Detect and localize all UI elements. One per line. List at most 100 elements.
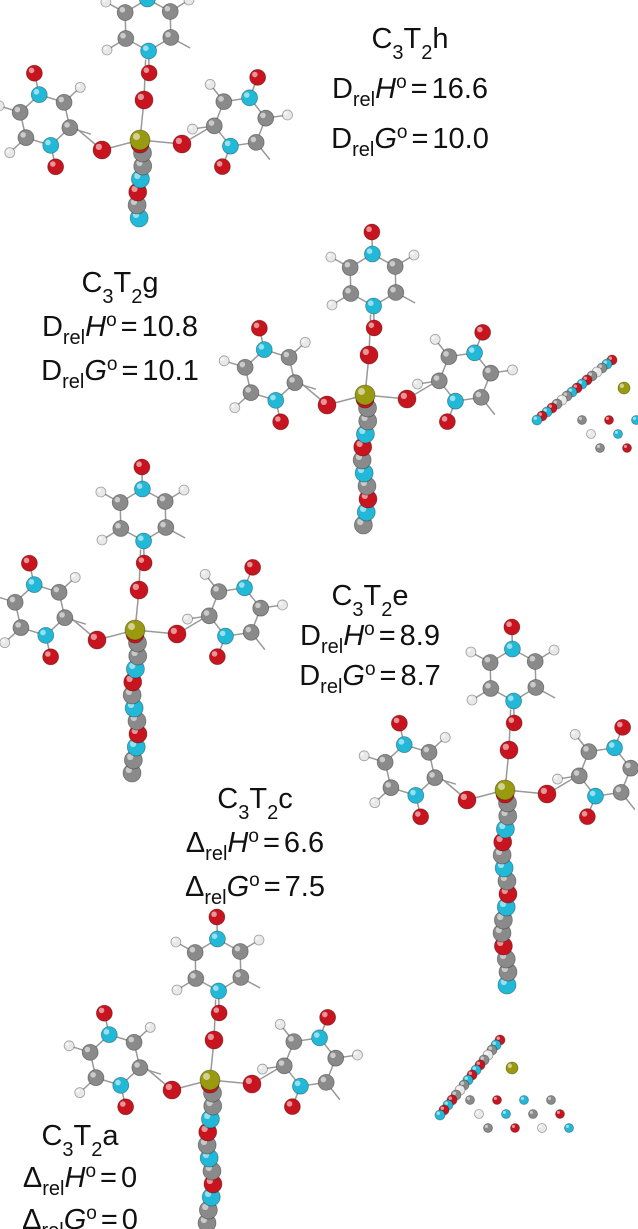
atom-highlight bbox=[29, 68, 35, 74]
atom-highlight bbox=[287, 1101, 293, 1107]
atom-highlight bbox=[530, 682, 536, 688]
atom bbox=[222, 138, 238, 154]
atom-highlight bbox=[212, 933, 218, 939]
atom bbox=[232, 943, 248, 959]
atom-highlight bbox=[453, 1092, 457, 1096]
atom bbox=[205, 79, 215, 89]
atom bbox=[179, 485, 189, 495]
atom bbox=[230, 403, 240, 413]
subscript: 3 bbox=[102, 286, 113, 308]
atom bbox=[18, 130, 34, 146]
atom bbox=[243, 1075, 261, 1093]
atom bbox=[206, 118, 222, 134]
atom-highlight bbox=[590, 791, 596, 797]
atom-highlight bbox=[401, 393, 407, 399]
atom-highlight bbox=[363, 349, 369, 355]
atom bbox=[88, 631, 106, 649]
symbol: Δ bbox=[186, 827, 205, 859]
atom-highlight bbox=[58, 97, 64, 103]
atom-highlight bbox=[467, 1097, 470, 1100]
atom bbox=[326, 252, 336, 262]
atom bbox=[364, 246, 380, 262]
atom bbox=[200, 569, 210, 579]
atom-highlight bbox=[423, 747, 429, 753]
atom bbox=[0, 638, 10, 648]
atom-highlight bbox=[203, 1073, 210, 1080]
atom-highlight bbox=[322, 1012, 328, 1018]
atom-highlight bbox=[473, 1067, 477, 1071]
atom-highlight bbox=[209, 120, 215, 126]
atom-highlight bbox=[302, 339, 306, 343]
atom-highlight bbox=[91, 634, 97, 640]
atom-highlight bbox=[625, 763, 631, 769]
atom-highlight bbox=[165, 32, 171, 38]
atom bbox=[281, 349, 297, 365]
atom-highlight bbox=[235, 972, 241, 978]
name-part: C bbox=[371, 23, 392, 55]
atom-highlight bbox=[66, 1042, 70, 1046]
atom bbox=[578, 416, 587, 425]
atom bbox=[187, 945, 203, 961]
atom-highlight bbox=[442, 734, 446, 738]
quantity: H bbox=[65, 1162, 86, 1194]
atom bbox=[5, 148, 15, 158]
atom bbox=[62, 120, 78, 136]
atom bbox=[549, 645, 559, 655]
atom-highlight bbox=[190, 973, 196, 979]
atom-highlight bbox=[503, 744, 509, 750]
superscript: o bbox=[365, 659, 376, 680]
name-part: T bbox=[74, 1120, 92, 1152]
atom bbox=[31, 87, 47, 103]
atom-highlight bbox=[288, 1036, 294, 1042]
atom-highlight bbox=[429, 772, 435, 778]
atom bbox=[132, 1060, 148, 1076]
atom-highlight bbox=[399, 739, 405, 745]
atom-highlight bbox=[211, 911, 217, 917]
atom-highlight bbox=[20, 132, 26, 138]
atom-highlight bbox=[476, 392, 482, 398]
atom bbox=[570, 729, 580, 739]
atom-highlight bbox=[207, 81, 211, 85]
name-part: C bbox=[81, 267, 102, 299]
atom bbox=[482, 655, 498, 671]
value: 0 bbox=[121, 1162, 137, 1194]
atom-highlight bbox=[509, 366, 513, 370]
subscript: 2 bbox=[91, 1139, 102, 1161]
atom bbox=[504, 641, 520, 657]
atom bbox=[200, 1070, 220, 1090]
atom bbox=[413, 809, 429, 825]
atom-highlight bbox=[90, 1072, 96, 1078]
atom-highlight bbox=[15, 107, 21, 113]
atom bbox=[506, 715, 522, 731]
name-part: a bbox=[102, 1120, 119, 1152]
subscript: rel bbox=[320, 676, 342, 698]
atom bbox=[245, 559, 261, 575]
symbol: Δ bbox=[22, 1204, 41, 1229]
atom-highlight bbox=[214, 1007, 220, 1013]
atom bbox=[242, 90, 258, 106]
atom bbox=[483, 365, 499, 381]
atom bbox=[504, 619, 520, 635]
atom bbox=[209, 909, 225, 925]
atom-highlight bbox=[485, 1125, 488, 1128]
atom bbox=[102, 45, 112, 55]
atom bbox=[506, 693, 522, 709]
atom-highlight bbox=[137, 483, 143, 489]
atom bbox=[139, 0, 155, 7]
atom bbox=[277, 600, 287, 610]
atom-highlight bbox=[165, 6, 171, 12]
atom-highlight bbox=[10, 597, 16, 603]
atom bbox=[237, 359, 253, 375]
atom-highlight bbox=[327, 253, 331, 257]
atom bbox=[163, 1081, 181, 1099]
atom-highlight bbox=[289, 377, 295, 383]
atom bbox=[538, 1124, 547, 1133]
subscript: rel bbox=[353, 89, 375, 111]
symbol: D bbox=[332, 73, 353, 105]
atom bbox=[607, 740, 623, 756]
atom-highlight bbox=[72, 574, 76, 578]
energy-line: ΔrelGo=0 bbox=[22, 1203, 138, 1229]
atom-highlight bbox=[616, 787, 622, 793]
atom-highlight bbox=[245, 387, 251, 393]
atom-highlight bbox=[279, 601, 283, 605]
